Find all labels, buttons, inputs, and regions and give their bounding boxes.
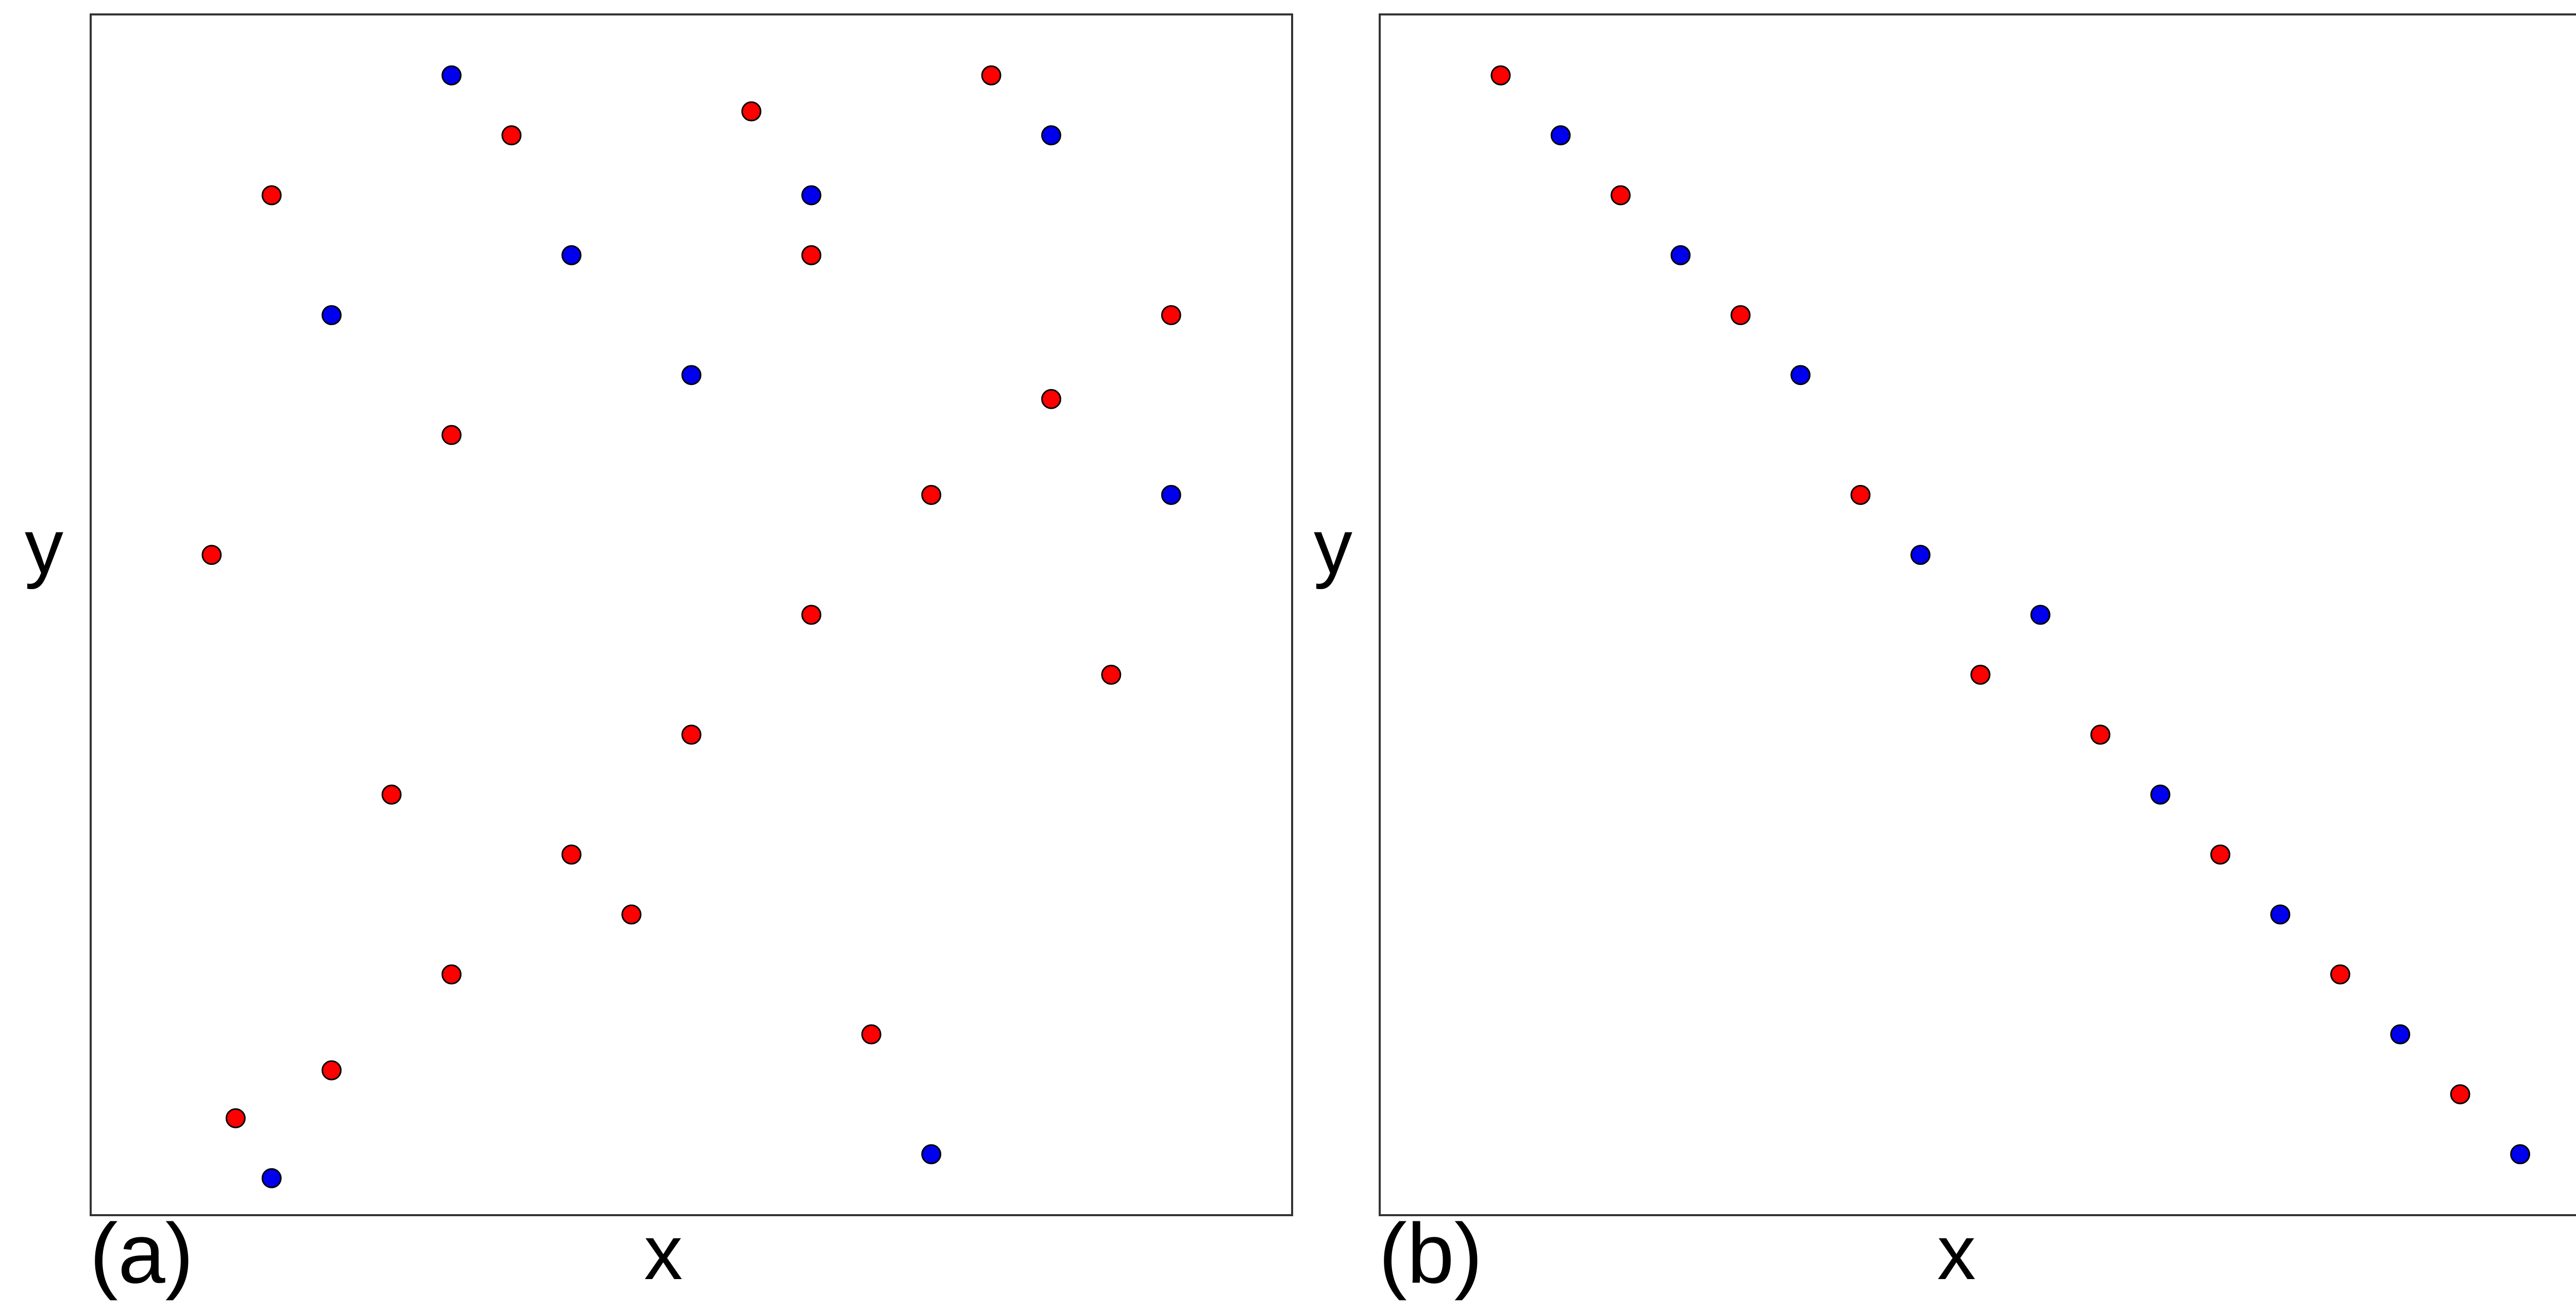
panel-b-scatter — [1490, 65, 2531, 1165]
particle-blue-0-1-5 — [681, 365, 702, 385]
particle-red-0-0-8 — [1161, 305, 1181, 325]
particle-red-0-0-18 — [441, 425, 462, 445]
particle-red-1-0-0 — [1490, 65, 1511, 86]
particle-red-0-0-11 — [741, 101, 761, 122]
particle-blue-1-1-0 — [1550, 125, 1571, 146]
panel-a-label: (a) — [90, 1206, 194, 1301]
panel-b-label: (b) — [1379, 1206, 1483, 1301]
particle-red-0-0-19 — [801, 245, 822, 265]
particle-red-1-0-5 — [2090, 725, 2111, 745]
panel-a-ylabel: y — [25, 503, 63, 590]
particle-red-1-0-4 — [1970, 664, 1991, 685]
particle-blue-0-1-4 — [441, 65, 462, 86]
panel-a-scatter — [201, 65, 1181, 1188]
particle-blue-0-1-6 — [921, 1144, 942, 1165]
particle-red-1-0-7 — [2330, 964, 2350, 985]
particle-red-0-0-3 — [561, 844, 582, 865]
particle-blue-0-1-1 — [561, 245, 582, 265]
particle-red-0-0-10 — [501, 125, 522, 146]
panel-a-plot-area — [90, 13, 1293, 1216]
panel-b-ylabel: y — [1314, 503, 1352, 590]
particle-blue-0-1-3 — [1041, 125, 1061, 146]
particle-red-0-0-14 — [381, 784, 402, 805]
particle-red-0-0-0 — [225, 1108, 246, 1129]
particle-red-1-0-2 — [1730, 305, 1751, 325]
particle-red-1-0-8 — [2450, 1084, 2470, 1104]
particle-red-0-0-9 — [261, 185, 282, 206]
particle-blue-0-1-8 — [1161, 484, 1181, 505]
particle-blue-1-1-1 — [1670, 245, 1691, 265]
panel-a-xlabel: x — [644, 1209, 683, 1296]
panel-b-plot-area — [1379, 13, 2576, 1216]
particle-blue-0-1-0 — [321, 305, 342, 325]
particle-red-0-0-15 — [621, 904, 642, 925]
particle-red-0-0-2 — [441, 964, 462, 985]
particle-blue-0-1-7 — [261, 1168, 282, 1188]
panel-b-xlabel: x — [1937, 1209, 1976, 1296]
particle-blue-1-1-6 — [2270, 904, 2291, 925]
particle-blue-1-1-2 — [1790, 365, 1811, 385]
particle-red-0-0-5 — [801, 604, 822, 625]
particle-red-0-0-17 — [1101, 664, 1122, 685]
particle-red-0-0-12 — [981, 65, 1002, 86]
particle-red-0-0-7 — [1041, 389, 1061, 409]
particle-blue-1-1-8 — [2510, 1144, 2531, 1165]
particle-red-0-0-16 — [861, 1024, 882, 1045]
particle-red-1-0-6 — [2210, 844, 2231, 865]
particle-blue-1-1-3 — [1910, 545, 1931, 565]
particle-blue-1-1-4 — [2030, 604, 2050, 625]
particle-red-0-0-4 — [681, 725, 702, 745]
particle-blue-1-1-7 — [2390, 1024, 2411, 1045]
particle-red-0-0-13 — [201, 545, 222, 565]
particle-red-1-0-1 — [1611, 185, 1631, 206]
particle-blue-1-1-5 — [2150, 784, 2171, 805]
particle-red-0-0-1 — [321, 1060, 342, 1081]
particle-red-1-0-3 — [1850, 484, 1871, 505]
particle-red-0-0-6 — [921, 484, 942, 505]
particle-blue-0-1-2 — [801, 185, 822, 206]
